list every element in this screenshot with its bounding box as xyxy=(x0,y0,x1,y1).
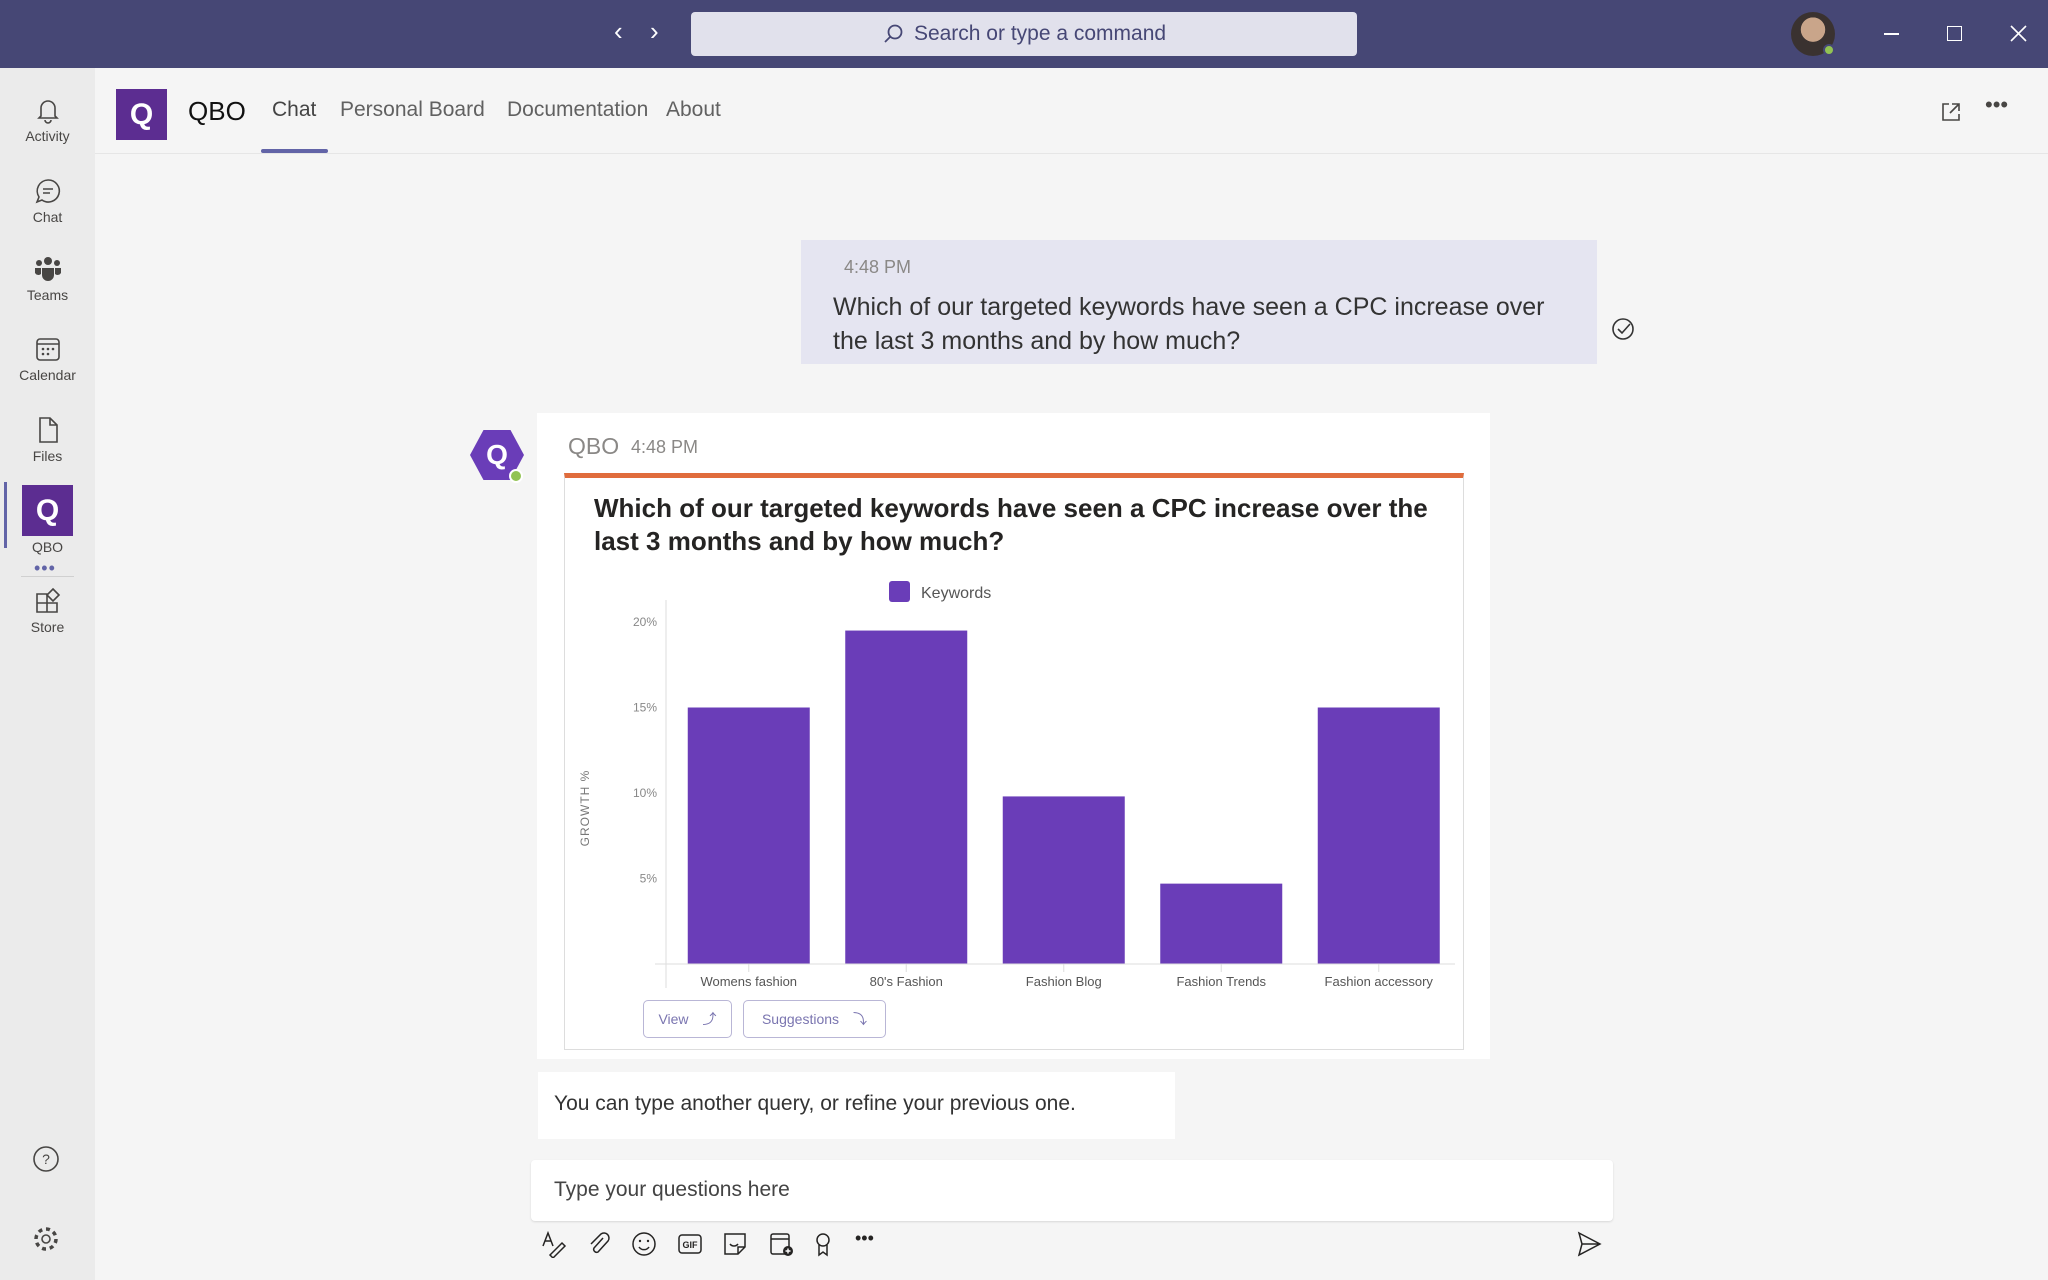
suggestions-button[interactable]: Suggestions ⤵ xyxy=(743,1000,886,1038)
gif-icon[interactable]: GIF xyxy=(676,1230,704,1258)
rail-label: Files xyxy=(32,448,63,464)
schedule-meeting-icon[interactable] xyxy=(767,1230,795,1258)
rail-item-calendar[interactable]: Calendar xyxy=(0,334,95,383)
back-icon[interactable]: ‹ xyxy=(614,16,623,46)
x-tick-label: Womens fashion xyxy=(700,974,797,989)
tab-personal-board[interactable]: Personal Board xyxy=(340,98,485,121)
rail-item-activity[interactable]: Activity xyxy=(0,95,95,144)
emoji-icon[interactable] xyxy=(630,1230,658,1258)
file-icon xyxy=(38,417,58,443)
chat-icon xyxy=(35,179,60,204)
svg-text:GIF: GIF xyxy=(683,1240,699,1250)
presence-badge xyxy=(1823,44,1835,56)
settings-icon[interactable] xyxy=(31,1224,61,1254)
close-icon[interactable] xyxy=(2010,25,2027,42)
tab-chat[interactable]: Chat xyxy=(272,98,317,121)
tab-documentation[interactable]: Documentation xyxy=(507,98,649,121)
y-axis-label: GROWTH % xyxy=(578,770,592,847)
maximize-icon[interactable] xyxy=(1947,26,1962,41)
qbo-icon: Q xyxy=(22,485,73,536)
attach-icon[interactable] xyxy=(585,1230,613,1258)
more-apps-icon[interactable]: ••• xyxy=(34,558,56,578)
format-icon[interactable] xyxy=(540,1230,568,1258)
bar xyxy=(845,630,968,964)
search-input[interactable]: Search or type a command xyxy=(691,12,1357,56)
bar xyxy=(687,707,810,964)
compose-placeholder: Type your questions here xyxy=(554,1178,790,1201)
bar xyxy=(1317,707,1440,964)
minimize-icon[interactable] xyxy=(1884,33,1899,35)
active-indicator xyxy=(4,482,7,548)
y-tick-label: 5% xyxy=(640,872,658,886)
svg-text:?: ? xyxy=(42,1151,50,1167)
bot-sender: QBO xyxy=(568,433,620,459)
message-text: Which of our targeted keywords have seen… xyxy=(833,293,1545,355)
view-label: View xyxy=(658,1011,689,1027)
user-message: 4:48 PM Which of our targeted keywords h… xyxy=(801,240,1597,364)
send-icon[interactable] xyxy=(1575,1230,1603,1258)
more-actions-icon[interactable]: ••• xyxy=(855,1228,874,1248)
help-icon[interactable]: ? xyxy=(31,1144,61,1174)
more-options-icon[interactable]: ••• xyxy=(1985,92,2009,117)
message-time: 4:48 PM xyxy=(631,437,699,457)
y-tick-label: 15% xyxy=(633,701,657,715)
rail-label: Calendar xyxy=(19,367,76,383)
message-time: 4:48 PM xyxy=(844,257,912,277)
x-tick-label: Fashion Blog xyxy=(1026,974,1102,989)
suggestions-label: Suggestions xyxy=(761,1011,840,1027)
followup-message: You can type another query, or refine yo… xyxy=(538,1072,1175,1139)
app-header: Q QBO Chat Personal Board Documentation … xyxy=(95,68,2048,154)
store-icon xyxy=(35,587,60,613)
legend-swatch xyxy=(889,581,910,602)
search-icon xyxy=(884,24,903,43)
bell-icon xyxy=(36,100,59,124)
popout-icon[interactable] xyxy=(1940,101,1962,123)
x-tick-label: Fashion accessory xyxy=(1325,974,1434,989)
arrow-down-icon: ⤵ xyxy=(853,1011,868,1027)
rail-label: Activity xyxy=(25,128,70,144)
tab-about[interactable]: About xyxy=(666,98,721,121)
sticker-icon[interactable] xyxy=(721,1230,749,1258)
rail-item-teams[interactable]: Teams xyxy=(0,254,95,303)
rail-item-store[interactable]: Store xyxy=(0,586,95,635)
bar xyxy=(1002,796,1125,964)
search-placeholder: Search or type a command xyxy=(913,22,1167,45)
chart-card: Which of our targeted keywords have seen… xyxy=(564,473,1464,1050)
bar xyxy=(1160,883,1283,964)
compose-input[interactable]: Type your questions here xyxy=(531,1160,1613,1221)
y-tick-label: 20% xyxy=(633,615,657,629)
x-tick-label: Fashion Trends xyxy=(1176,974,1266,989)
y-tick-label: 10% xyxy=(633,786,657,800)
expand-icon: ⤴ xyxy=(702,1011,717,1027)
bar-chart: Keywords GROWTH % 5% 10% 15% 20% Womens fash… xyxy=(578,581,1455,989)
app-rail: Activity Chat Teams Calendar Files Q QBO … xyxy=(0,68,95,1280)
chart-title: Which of our targeted keywords have seen… xyxy=(594,493,1428,556)
rail-label: Store xyxy=(30,619,65,635)
teams-icon xyxy=(34,257,61,281)
rail-item-chat[interactable]: Chat xyxy=(0,176,95,225)
app-name: QBO xyxy=(188,96,246,126)
bot-presence-badge xyxy=(509,469,523,483)
read-receipt-icon xyxy=(1612,318,1634,340)
app-logo: Q xyxy=(116,89,167,140)
rail-label: Chat xyxy=(32,209,63,225)
x-tick-label: 80's Fashion xyxy=(870,974,943,989)
calendar-icon xyxy=(35,338,60,361)
title-bar: ‹ › Search or type a command xyxy=(0,0,2048,68)
rail-item-qbo[interactable]: Q QBO xyxy=(0,485,95,555)
view-button[interactable]: View ⤴ xyxy=(643,1000,732,1038)
rail-label: Teams xyxy=(26,287,69,303)
forward-icon[interactable]: › xyxy=(650,16,659,46)
praise-icon[interactable] xyxy=(809,1230,837,1258)
active-tab-underline xyxy=(261,149,328,153)
legend-label: Keywords xyxy=(921,585,991,602)
rail-item-files[interactable]: Files xyxy=(0,415,95,464)
divider xyxy=(21,576,74,577)
rail-label: QBO xyxy=(31,539,64,555)
